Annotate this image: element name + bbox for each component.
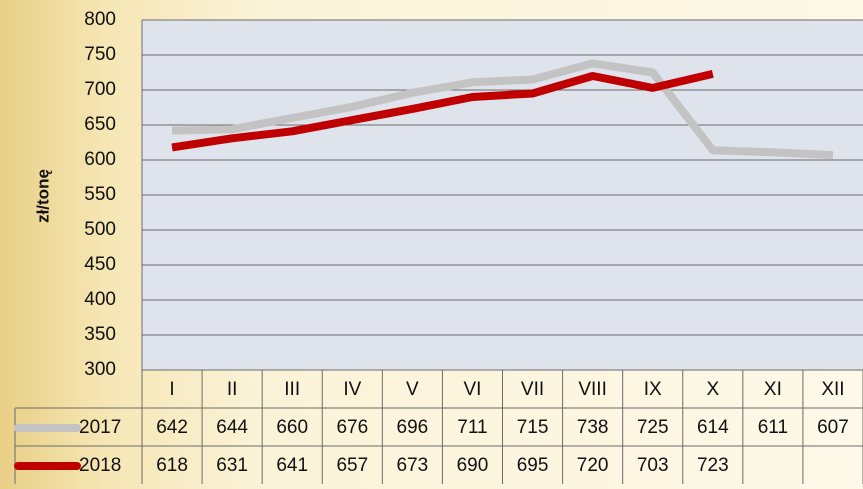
table-value: 676: [336, 417, 368, 438]
table-value: 631: [216, 455, 248, 476]
table-value: 618: [156, 455, 188, 476]
table-value: 611: [758, 417, 788, 438]
chart: zł/tonę 300 350 400 450 500 550 600 650 700 750 80…: [0, 0, 863, 489]
y-tick-label: 650: [84, 114, 116, 135]
x-tick-label: II: [227, 379, 238, 400]
x-tick-label: IV: [343, 379, 361, 400]
table-value: 690: [457, 455, 489, 476]
table-value: 644: [216, 417, 248, 438]
x-tick-label: VII: [521, 379, 544, 400]
x-tick-label: IX: [644, 379, 662, 400]
x-tick-label: I: [169, 379, 174, 400]
table-value: 641: [276, 455, 308, 476]
table-value: 607: [817, 417, 849, 438]
x-tick-label: VIII: [578, 379, 607, 400]
table-value: 723: [697, 455, 729, 476]
table-value: 711: [457, 417, 487, 438]
table-value: 673: [397, 455, 429, 476]
table-value: 695: [517, 455, 549, 476]
table-value: 738: [577, 417, 609, 438]
y-tick-label: 750: [84, 44, 116, 65]
table-value: 703: [637, 455, 669, 476]
y-tick-label: 300: [84, 359, 116, 380]
y-tick-label: 700: [84, 79, 116, 100]
legend-label: 2017: [79, 417, 121, 438]
x-tick-label: XI: [764, 379, 782, 400]
y-tick-label: 350: [84, 324, 116, 345]
y-tick-label: 550: [84, 184, 116, 205]
y-tick-label: 600: [84, 149, 116, 170]
y-tick-label: 800: [84, 9, 116, 30]
table-value: 720: [577, 455, 609, 476]
x-tick-label: III: [284, 379, 300, 400]
x-tick-label: XII: [821, 379, 844, 400]
x-tick-label: X: [706, 379, 719, 400]
x-tick-label: V: [406, 379, 419, 400]
table-value: 614: [697, 417, 729, 438]
y-tick-label: 450: [84, 254, 116, 275]
x-tick-label: VI: [463, 379, 481, 400]
table-value: 725: [637, 417, 669, 438]
table-value: 660: [276, 417, 308, 438]
table-value: 696: [397, 417, 429, 438]
table-value: 715: [517, 417, 549, 438]
y-tick-label: 400: [84, 289, 116, 310]
table-value: 642: [156, 417, 188, 438]
legend-label: 2018: [79, 455, 121, 476]
y-tick-label: 500: [84, 219, 116, 240]
table-value: 657: [336, 455, 368, 476]
y-axis-label: zł/tonę: [33, 169, 52, 223]
